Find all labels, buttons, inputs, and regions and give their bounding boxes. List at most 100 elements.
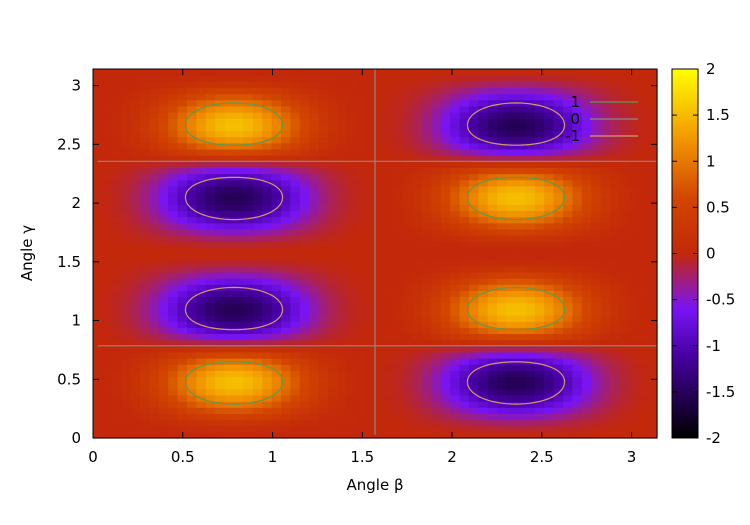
- heatmap-cell: [365, 142, 376, 150]
- heatmap-cell: [534, 198, 545, 205]
- heatmap-cell: [384, 401, 395, 408]
- heatmap-cell: [375, 241, 385, 248]
- heatmap-cell: [459, 136, 470, 144]
- heatmap-cell: [187, 382, 197, 390]
- heatmap-cell: [328, 345, 338, 353]
- heatmap-cell: [187, 204, 197, 212]
- heatmap-cell: [243, 413, 254, 421]
- heatmap-cell: [309, 333, 320, 341]
- heatmap-cell: [450, 259, 461, 267]
- heatmap-cell: [572, 241, 583, 248]
- heatmap-cell: [459, 185, 470, 193]
- heatmap-cell: [281, 99, 291, 107]
- heatmap-cell: [544, 87, 555, 95]
- heatmap-cell: [140, 407, 150, 414]
- heatmap-cell: [102, 99, 113, 107]
- heatmap-cell: [168, 290, 179, 298]
- heatmap-cell: [497, 302, 508, 310]
- heatmap-cell: [356, 308, 367, 316]
- heatmap-cell: [328, 99, 338, 107]
- heatmap-cell: [309, 351, 320, 359]
- heatmap-cell: [356, 401, 367, 408]
- heatmap-cell: [252, 69, 263, 76]
- heatmap-cell: [215, 253, 226, 261]
- heatmap-cell: [563, 155, 573, 162]
- heatmap-cell: [563, 290, 573, 298]
- heatmap-cell: [384, 333, 395, 341]
- heatmap-cell: [121, 407, 132, 414]
- heatmap-cell: [140, 425, 150, 433]
- heatmap-cell: [375, 345, 385, 353]
- heatmap-cell: [497, 321, 508, 328]
- heatmap-cell: [440, 99, 451, 107]
- heatmap-cell: [196, 148, 207, 156]
- heatmap-cell: [459, 167, 470, 175]
- heatmap-cell: [111, 265, 122, 273]
- heatmap-cell: [497, 69, 508, 76]
- heatmap-cell: [205, 321, 216, 328]
- heatmap-cell: [581, 136, 592, 144]
- heatmap-cell: [422, 394, 432, 402]
- heatmap-cell: [440, 419, 451, 427]
- heatmap-cell: [281, 351, 291, 359]
- heatmap-cell: [384, 75, 395, 82]
- heatmap-cell: [553, 142, 564, 150]
- heatmap-cell: [600, 198, 611, 205]
- heatmap-cell: [328, 271, 338, 279]
- heatmap-cell: [647, 198, 658, 205]
- heatmap-cell: [487, 271, 498, 279]
- heatmap-cell: [450, 99, 461, 107]
- heatmap-cell: [487, 130, 498, 138]
- heatmap-cell: [375, 339, 385, 347]
- heatmap-cell: [337, 93, 348, 101]
- heatmap-cell: [299, 278, 310, 285]
- heatmap-cell: [581, 124, 592, 132]
- heatmap-cell: [403, 87, 414, 95]
- heatmap-cell: [140, 93, 150, 101]
- heatmap-cell: [196, 99, 207, 107]
- heatmap-cell: [384, 81, 395, 89]
- heatmap-cell: [224, 425, 235, 433]
- heatmap-cell: [224, 271, 235, 279]
- heatmap-cell: [440, 235, 451, 242]
- heatmap-cell: [422, 351, 432, 359]
- heatmap-cell: [252, 81, 263, 89]
- heatmap-cell: [93, 185, 103, 193]
- heatmap-cell: [224, 351, 235, 359]
- heatmap-cell: [516, 192, 526, 199]
- heatmap-cell: [487, 105, 498, 113]
- heatmap-cell: [581, 105, 592, 113]
- heatmap-cell: [168, 167, 179, 175]
- heatmap-cell: [393, 179, 404, 187]
- heatmap-cell: [187, 210, 197, 218]
- heatmap-cell: [224, 339, 235, 347]
- heatmap-cell: [346, 81, 357, 89]
- heatmap-cell: [384, 130, 395, 138]
- heatmap-cell: [196, 155, 207, 162]
- heatmap-cell: [478, 259, 489, 267]
- heatmap-cell: [647, 345, 658, 353]
- heatmap-cell: [544, 173, 555, 181]
- heatmap-cell: [459, 296, 470, 304]
- heatmap-cell: [563, 216, 573, 224]
- heatmap-cell: [121, 210, 132, 218]
- heatmap-cell: [422, 401, 432, 408]
- heatmap-cell: [243, 431, 254, 439]
- heatmap-cell: [158, 253, 169, 261]
- heatmap-cell: [525, 358, 536, 365]
- heatmap-cell: [177, 333, 188, 341]
- heatmap-cell: [215, 228, 226, 236]
- heatmap-cell: [121, 315, 132, 322]
- heatmap-cell: [93, 370, 103, 378]
- x-tick-label: 0: [88, 448, 98, 466]
- heatmap-cell: [647, 204, 658, 212]
- heatmap-cell: [318, 216, 329, 224]
- heatmap-cell: [638, 112, 649, 119]
- heatmap-cell: [365, 112, 376, 119]
- heatmap-cell: [422, 216, 432, 224]
- heatmap-cell: [469, 185, 479, 193]
- heatmap-cell: [290, 425, 301, 433]
- heatmap-cell: [187, 327, 197, 335]
- heatmap-cell: [563, 99, 573, 107]
- heatmap-cell: [224, 235, 235, 242]
